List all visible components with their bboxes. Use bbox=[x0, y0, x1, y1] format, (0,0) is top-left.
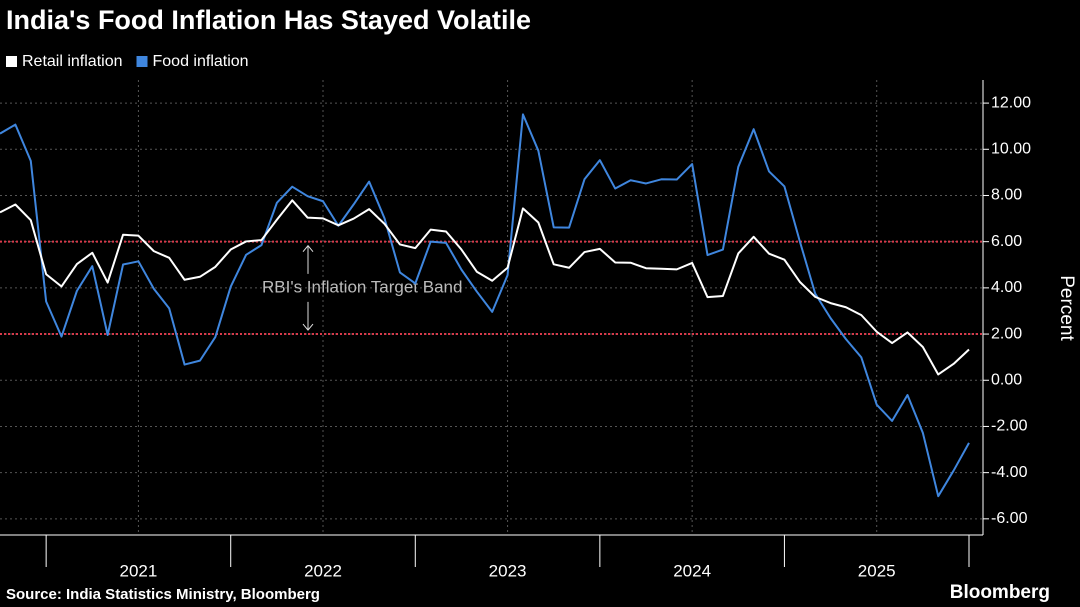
y-tick-label: -4.00 bbox=[991, 464, 1028, 481]
y-axis-title: Percent bbox=[1056, 275, 1077, 341]
brand: Bloomberg bbox=[950, 582, 1050, 603]
annotation: RBI's Inflation Target Band bbox=[262, 277, 462, 296]
legend-label: Food inflation bbox=[153, 53, 249, 70]
y-tick-label: 10.00 bbox=[991, 141, 1031, 158]
annotation-arrow bbox=[302, 323, 314, 331]
y-tick-label: 2.00 bbox=[991, 325, 1022, 342]
legend-swatch bbox=[6, 56, 17, 67]
series-line bbox=[0, 199, 970, 376]
y-tick-label: -2.00 bbox=[991, 418, 1028, 435]
y-tick-label: 4.00 bbox=[991, 279, 1022, 296]
annotation-arrow bbox=[302, 244, 314, 252]
series-line bbox=[0, 113, 970, 498]
chart-title: India's Food Inflation Has Stayed Volati… bbox=[6, 5, 531, 35]
x-tick-label: 2025 bbox=[858, 561, 896, 580]
x-tick-label: 2021 bbox=[120, 561, 158, 580]
y-tick-label: -6.00 bbox=[991, 510, 1028, 527]
legend-label: Retail inflation bbox=[22, 53, 123, 70]
x-tick-label: 2023 bbox=[489, 561, 527, 580]
source: Source: India Statistics Ministry, Bloom… bbox=[6, 586, 320, 603]
y-tick-label: 12.00 bbox=[991, 94, 1031, 111]
y-tick-label: 6.00 bbox=[991, 233, 1022, 250]
x-tick-label: 2022 bbox=[304, 561, 342, 580]
x-tick-label: 2024 bbox=[673, 561, 711, 580]
y-tick-label: 8.00 bbox=[991, 187, 1022, 204]
legend-swatch bbox=[136, 56, 148, 67]
y-tick-label: 0.00 bbox=[991, 371, 1022, 388]
